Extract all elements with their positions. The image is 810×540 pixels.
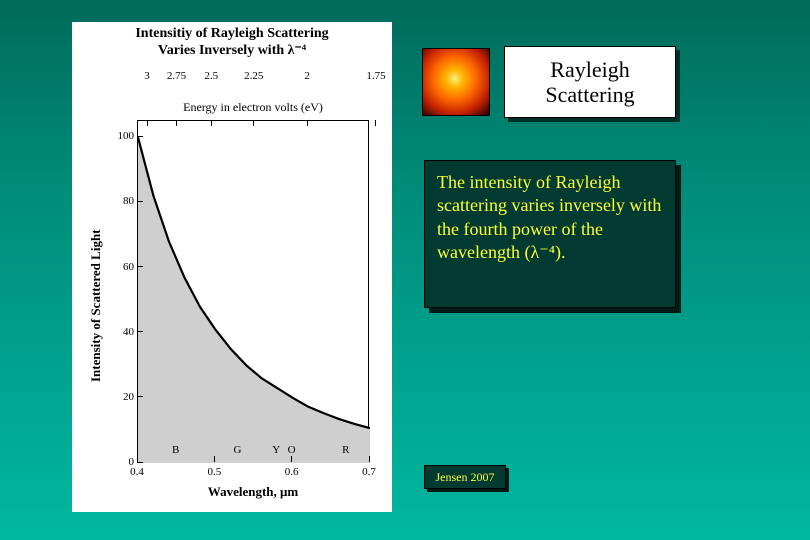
- chart-title-line1: Intensitiy of Rayleigh Scattering: [135, 26, 328, 41]
- top-tick: 2: [304, 70, 310, 82]
- chart-svg: [138, 121, 370, 463]
- chart-panel: Intensitiy of Rayleigh Scattering Varies…: [72, 22, 392, 512]
- chart-title: Intensitiy of Rayleigh Scattering Varies…: [72, 22, 392, 60]
- title-box: Rayleigh Scattering: [504, 46, 676, 118]
- chart-title-line2: Varies Inversely with λ⁻⁴: [158, 43, 306, 58]
- top-tick: 2.5: [204, 70, 218, 82]
- band-label: B: [172, 444, 179, 456]
- x-tick: 0.5: [207, 466, 221, 478]
- x-tick: 0.6: [285, 466, 299, 478]
- top-tick: 1.75: [366, 70, 385, 82]
- y-tick: 100: [114, 130, 134, 142]
- x-tick: 0.4: [130, 466, 144, 478]
- y-tick: 60: [114, 261, 134, 273]
- y-tick: 80: [114, 195, 134, 207]
- x-axis-label: Wavelength, μm: [137, 484, 369, 500]
- y-tick: 40: [114, 326, 134, 338]
- credit-text: Jensen 2007: [436, 470, 495, 485]
- y-tick: 20: [114, 391, 134, 403]
- top-axis-label: Energy in electron volts (eV): [137, 100, 369, 115]
- band-label: Y: [272, 444, 280, 456]
- top-tick: 2.75: [167, 70, 186, 82]
- band-label: O: [288, 444, 296, 456]
- description-text: The intensity of Rayleigh scattering var…: [437, 172, 661, 262]
- plot-area: [137, 120, 369, 462]
- x-tick: 0.7: [362, 466, 376, 478]
- band-label: G: [234, 444, 242, 456]
- top-axis: 32.752.52.2521.75: [137, 70, 369, 98]
- band-label: R: [342, 444, 349, 456]
- description-box: The intensity of Rayleigh scattering var…: [424, 160, 676, 308]
- title-text: Rayleigh Scattering: [505, 57, 675, 108]
- top-tick: 3: [144, 70, 150, 82]
- credit-box: Jensen 2007: [424, 465, 506, 489]
- sun-image: [422, 48, 490, 116]
- top-tick: 2.25: [244, 70, 263, 82]
- y-axis-label: Intensity of Scattered Light: [88, 229, 104, 382]
